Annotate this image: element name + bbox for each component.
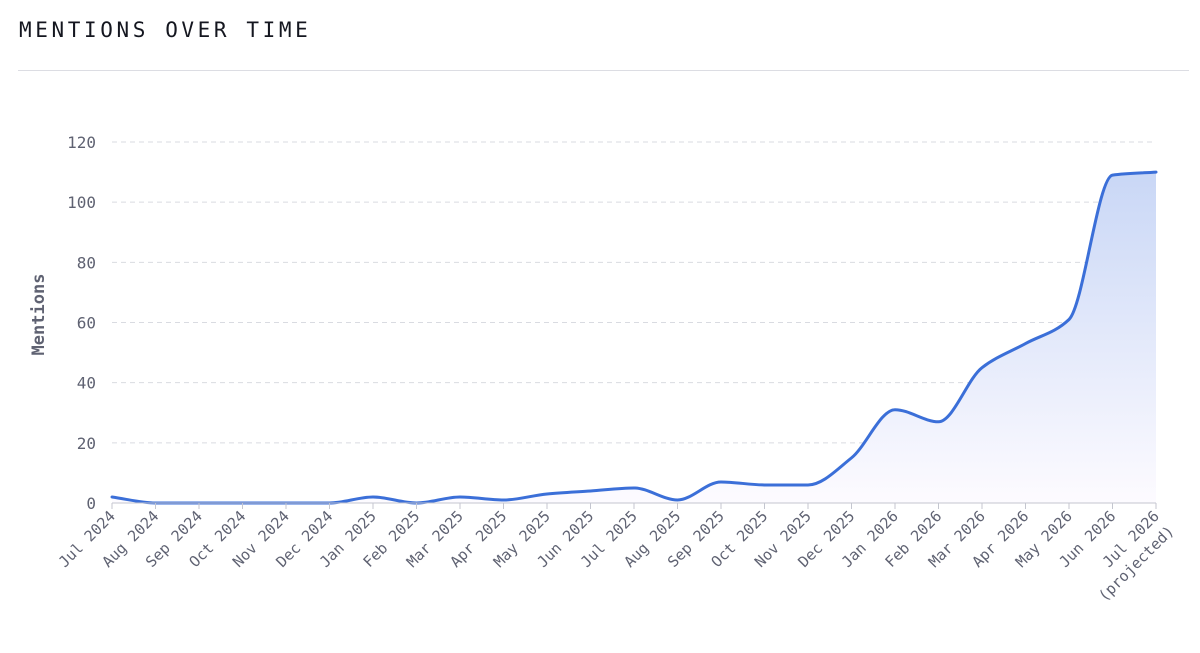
data-point-20 (980, 366, 984, 370)
data-point-8 (458, 495, 462, 499)
data-point-17 (850, 456, 854, 460)
data-point-9 (502, 498, 506, 502)
data-point-10 (545, 492, 549, 496)
y-tick-label: 120 (67, 133, 96, 152)
y-tick-label: 20 (77, 434, 96, 453)
title-divider (18, 70, 1189, 71)
y-tick-labels: 0 20 40 60 80 100 120 (67, 133, 96, 513)
data-point-21 (1024, 342, 1028, 346)
data-point-16 (806, 483, 810, 487)
data-point-18 (893, 408, 897, 412)
data-point-14 (719, 480, 723, 484)
data-point-0 (110, 495, 114, 499)
y-tick-label: 80 (77, 253, 96, 272)
data-point-19 (937, 420, 941, 424)
series-area (110, 170, 1158, 505)
y-axis-title: Mentions (29, 274, 49, 356)
data-point-11 (589, 489, 593, 493)
data-point-15 (763, 483, 767, 487)
y-axis-title-group: Mentions (29, 274, 49, 356)
y-tick-label: 60 (77, 314, 96, 333)
y-tick-label: 100 (67, 193, 96, 212)
series-area-fill (112, 172, 1156, 503)
data-point-6 (371, 495, 375, 499)
data-point-22 (1067, 317, 1071, 321)
data-point-23 (1111, 173, 1115, 177)
data-point-24 (1154, 170, 1158, 174)
data-point-13 (676, 498, 680, 502)
data-point-12 (632, 486, 636, 490)
y-tick-label: 40 (77, 374, 96, 393)
page-title: MENTIONS OVER TIME (19, 18, 312, 42)
y-tick-label: 0 (86, 494, 96, 513)
grid-lines (112, 141, 1156, 444)
axes (111, 502, 1157, 509)
